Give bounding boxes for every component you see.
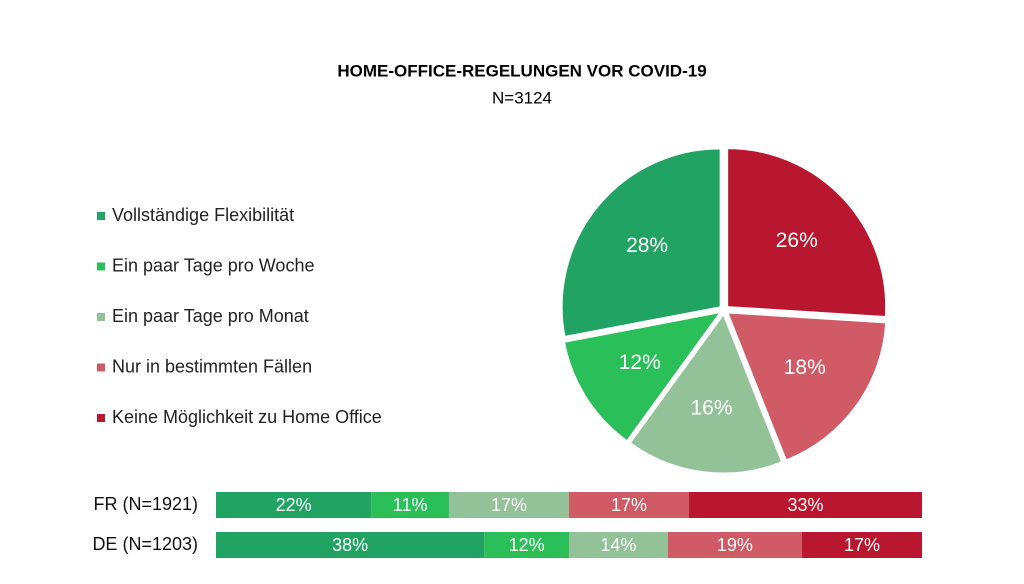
slice-label: 16% xyxy=(690,397,732,420)
pie-slice xyxy=(727,312,887,461)
legend-swatch xyxy=(97,313,105,321)
slice-label: 28% xyxy=(626,234,668,257)
bar-segment xyxy=(216,492,372,518)
bar-segment xyxy=(667,532,802,558)
legend-label: Keine Möglichkeit zu Home Office xyxy=(112,407,382,427)
y-tick-label: FR (N=1921) xyxy=(93,494,198,514)
chart-subtitle: N=3124 xyxy=(492,88,552,107)
bar-segment xyxy=(216,532,485,558)
legend-swatch xyxy=(97,262,105,271)
pie-slice xyxy=(563,311,721,442)
bar-label: 17% xyxy=(491,495,527,515)
pie-slice xyxy=(561,148,721,338)
legend-swatch xyxy=(97,414,105,422)
bar-segment xyxy=(569,492,690,518)
legend-label: Ein paar Tage pro Monat xyxy=(112,306,309,326)
bar-label: 11% xyxy=(393,495,428,515)
pie-slice xyxy=(727,148,887,318)
chart-title: HOME-OFFICE-REGELUNGEN VOR COVID-19 xyxy=(337,61,706,80)
bar-label: 12% xyxy=(509,535,545,555)
legend-swatch xyxy=(97,212,105,220)
slice-label: 12% xyxy=(619,351,661,374)
bar-label: 33% xyxy=(787,495,823,515)
slice-label: 26% xyxy=(776,229,818,252)
pie-slice xyxy=(629,313,783,474)
bar-segment xyxy=(448,492,569,518)
legend-label: Vollständige Flexibilität xyxy=(112,205,294,225)
bar-segment xyxy=(371,492,449,518)
bar-label: 38% xyxy=(332,535,368,555)
bar-label: 17% xyxy=(611,495,647,515)
bar-label: 19% xyxy=(717,535,753,555)
bar-segment xyxy=(569,532,668,558)
bar-label: 14% xyxy=(600,535,636,555)
legend-swatch xyxy=(97,363,105,372)
bar-label: 17% xyxy=(844,535,880,555)
bar-segment xyxy=(484,532,569,558)
legend-label: Ein paar Tage pro Woche xyxy=(112,255,314,275)
legend-label: Nur in bestimmten Fällen xyxy=(112,356,312,376)
bar-segment xyxy=(801,532,922,558)
slice-label: 18% xyxy=(784,356,826,379)
bar-segment xyxy=(689,492,922,518)
y-tick-label: DE (N=1203) xyxy=(92,534,198,554)
bar-label: 22% xyxy=(276,495,312,515)
